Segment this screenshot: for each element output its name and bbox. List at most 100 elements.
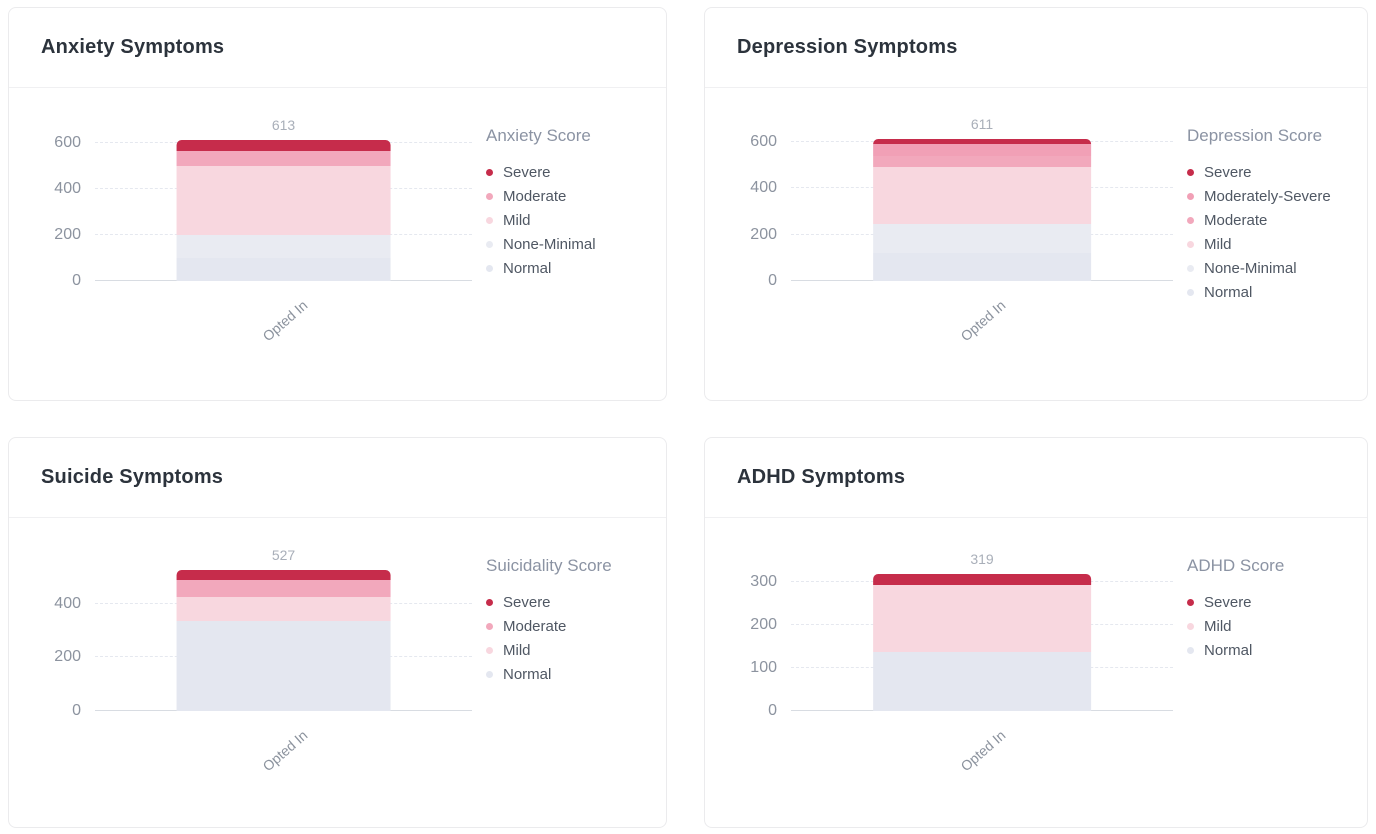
y-tick-label: 300 <box>750 573 777 591</box>
bar-segment-moderately-severe[interactable] <box>873 144 1091 156</box>
y-tick-label: 400 <box>750 179 777 197</box>
legend-dot-severe <box>1187 598 1194 606</box>
bar-total-label: 319 <box>970 551 994 568</box>
legend-item-moderately-severe[interactable]: Moderately-Severe <box>1187 184 1339 208</box>
bar-segment-mild[interactable] <box>873 167 1091 225</box>
legend-item-moderate[interactable]: Moderate <box>1187 208 1339 232</box>
stacked-bar[interactable] <box>176 569 391 711</box>
card-title[interactable]: Suicide Symptoms <box>41 466 224 488</box>
legend-item-moderate[interactable]: Moderate <box>486 614 638 638</box>
legend-dot-severe <box>1187 168 1194 176</box>
legend-item-label: Moderate <box>1204 211 1268 229</box>
legend: Depression Score Severe Moderately-Severe M… <box>1183 88 1341 400</box>
legend-item-moderate[interactable]: Moderate <box>486 184 638 208</box>
card-title[interactable]: ADHD Symptoms <box>737 466 906 488</box>
legend-item-label: Mild <box>1204 235 1232 253</box>
bar-segment-normal[interactable] <box>873 652 1091 711</box>
chart-card-anxiety-symptoms: Anxiety Symptoms 0 200 400 600 613 Opted In Anx… <box>8 7 667 401</box>
legend-item-none-minimal[interactable]: None-Minimal <box>1187 256 1339 280</box>
bar-segment-severe[interactable] <box>873 574 1091 585</box>
legend-item-label: Normal <box>1204 641 1253 659</box>
bar-segment-mild[interactable] <box>176 166 391 235</box>
plot: 0 200 400 600 613 Opted In <box>31 88 482 400</box>
legend-item-label: Severe <box>1204 163 1252 181</box>
bar-segment-normal[interactable] <box>873 252 1091 281</box>
legend-item-label: Severe <box>503 593 551 611</box>
y-tick-label: 200 <box>750 225 777 243</box>
bar-segment-severe[interactable] <box>176 569 391 580</box>
legend-dot-moderate <box>486 192 493 200</box>
y-tick-label: 0 <box>72 702 81 719</box>
bar-segment-moderate[interactable] <box>873 155 1091 168</box>
bar-segment-normal[interactable] <box>176 621 391 711</box>
y-tick-label: 400 <box>54 594 81 612</box>
stacked-bar[interactable] <box>873 574 1091 711</box>
plot-area: 0 200 400 600 611 Opted In <box>750 101 1173 344</box>
x-tick-label: Opted In <box>957 297 1009 345</box>
legend-items: Severe Moderate Mild Normal <box>486 590 638 686</box>
legend-item-normal[interactable]: Normal <box>1187 280 1339 304</box>
legend-item-severe[interactable]: Severe <box>486 590 638 614</box>
legend-item-label: Severe <box>503 163 551 181</box>
legend-dot-mild <box>1187 240 1194 248</box>
plot: 0 200 400 600 611 Opted In <box>727 88 1183 400</box>
legend-item-label: Moderate <box>503 187 567 205</box>
bar-segment-mild[interactable] <box>176 597 391 622</box>
plot-area: 0 200 400 527 Opted In <box>54 531 472 774</box>
bar-segment-severe[interactable] <box>176 139 391 151</box>
card-title[interactable]: Depression Symptoms <box>737 36 958 58</box>
bar-total-label: 611 <box>970 116 994 133</box>
plot-area: 0 200 400 600 613 Opted In <box>54 101 472 344</box>
bar-segment-normal[interactable] <box>176 257 391 281</box>
legend-item-mild[interactable]: Mild <box>1187 232 1339 256</box>
legend-dot-normal <box>486 670 493 678</box>
legend-item-severe[interactable]: Severe <box>486 160 638 184</box>
bar-segment-none-minimal[interactable] <box>873 224 1091 253</box>
legend-dot-mild <box>486 216 493 224</box>
chart-body: 0 200 400 600 611 Opted In Depression Score Sev… <box>705 88 1367 400</box>
x-tick-label: Opted In <box>258 297 310 345</box>
bar-segment-mild[interactable] <box>873 585 1091 653</box>
y-tick-label: 200 <box>54 648 81 666</box>
legend-item-label: Mild <box>503 641 531 659</box>
legend-item-normal[interactable]: Normal <box>1187 638 1339 662</box>
legend-dot-none-minimal <box>486 240 493 248</box>
legend-item-severe[interactable]: Severe <box>1187 160 1339 184</box>
legend-title: Anxiety Score <box>486 126 591 145</box>
legend-dot-normal <box>1187 646 1194 654</box>
legend-item-label: Mild <box>503 211 531 229</box>
y-tick-label: 100 <box>750 659 777 677</box>
legend-dot-none-minimal <box>1187 264 1194 272</box>
legend-title: Suicidality Score <box>486 556 612 575</box>
legend-item-none-minimal[interactable]: None-Minimal <box>486 232 638 256</box>
bar-segment-moderate[interactable] <box>176 579 391 598</box>
legend-dot-severe <box>486 598 493 606</box>
legend-title: ADHD Score <box>1187 556 1285 575</box>
legend-dot-mild <box>486 646 493 654</box>
y-tick-label: 600 <box>750 132 777 150</box>
legend: Suicidality Score Severe Moderate Mild Norma… <box>482 518 640 827</box>
legend-item-label: Moderate <box>503 617 567 635</box>
legend-dot-normal <box>486 264 493 272</box>
stacked-bar[interactable] <box>176 139 391 281</box>
legend-item-label: Severe <box>1204 593 1252 611</box>
y-tick-label: 400 <box>54 179 81 197</box>
card-title[interactable]: Anxiety Symptoms <box>41 36 225 58</box>
legend: ADHD Score Severe Mild Normal <box>1183 518 1341 827</box>
card-header: Suicide Symptoms <box>9 438 666 518</box>
y-tick-label: 0 <box>72 272 81 289</box>
plot-area: 0 100 200 300 319 Opted In <box>750 531 1173 774</box>
bar-segment-severe[interactable] <box>873 139 1091 145</box>
y-tick-label: 0 <box>768 702 777 719</box>
legend-item-mild[interactable]: Mild <box>1187 614 1339 638</box>
legend-item-normal[interactable]: Normal <box>486 662 638 686</box>
legend-item-normal[interactable]: Normal <box>486 256 638 280</box>
chart-body: 0 100 200 300 319 Opted In ADHD Score Severe Mil… <box>705 518 1367 827</box>
bar-segment-moderate[interactable] <box>176 150 391 167</box>
legend-item-severe[interactable]: Severe <box>1187 590 1339 614</box>
bar-segment-none-minimal[interactable] <box>176 234 391 258</box>
y-tick-label: 600 <box>54 133 81 151</box>
stacked-bar[interactable] <box>873 139 1091 281</box>
legend-item-mild[interactable]: Mild <box>486 208 638 232</box>
legend-item-mild[interactable]: Mild <box>486 638 638 662</box>
